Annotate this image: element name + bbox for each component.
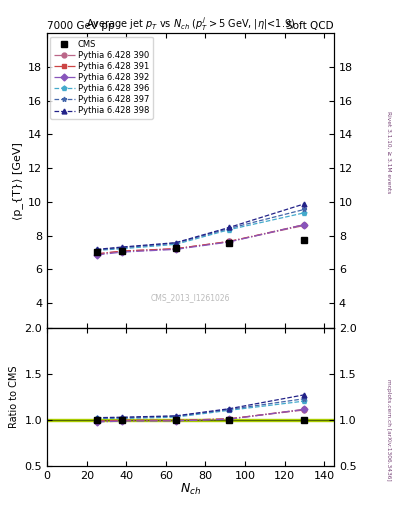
- Line: Pythia 6.428 392: Pythia 6.428 392: [94, 222, 307, 258]
- Pythia 6.428 398: [120, 244, 125, 250]
- Line: Pythia 6.428 396: Pythia 6.428 396: [94, 210, 307, 253]
- Pythia 6.428 392: [173, 246, 178, 252]
- Text: Rivet 3.1.10, ≥ 3.1M events: Rivet 3.1.10, ≥ 3.1M events: [386, 111, 391, 193]
- Pythia 6.428 390: [302, 222, 307, 228]
- Pythia 6.428 391: [227, 239, 231, 245]
- Line: Pythia 6.428 398: Pythia 6.428 398: [94, 201, 307, 252]
- Pythia 6.428 397: [173, 240, 178, 246]
- Pythia 6.428 396: [94, 247, 99, 253]
- Bar: [47, 419, 334, 421]
- Y-axis label: Ratio to CMS: Ratio to CMS: [9, 366, 19, 429]
- Pythia 6.428 396: [302, 210, 307, 216]
- Pythia 6.428 392: [120, 249, 125, 255]
- Legend: CMS, Pythia 6.428 390, Pythia 6.428 391, Pythia 6.428 392, Pythia 6.428 396, Pyt: CMS, Pythia 6.428 390, Pythia 6.428 391,…: [50, 37, 153, 119]
- Pythia 6.428 392: [227, 239, 231, 245]
- Pythia 6.428 390: [94, 251, 99, 257]
- Pythia 6.428 396: [173, 241, 178, 247]
- Pythia 6.428 392: [94, 252, 99, 258]
- Pythia 6.428 398: [302, 201, 307, 207]
- Pythia 6.428 391: [302, 222, 307, 228]
- Pythia 6.428 396: [120, 246, 125, 252]
- X-axis label: $N_{ch}$: $N_{ch}$: [180, 482, 201, 497]
- Text: 7000 GeV pp: 7000 GeV pp: [47, 20, 115, 31]
- Pythia 6.428 396: [227, 227, 231, 233]
- Y-axis label: ⟨p_{T}⟩ [GeV]: ⟨p_{T}⟩ [GeV]: [12, 142, 23, 220]
- Text: Soft QCD: Soft QCD: [286, 20, 334, 31]
- Pythia 6.428 392: [302, 222, 307, 228]
- Line: Pythia 6.428 390: Pythia 6.428 390: [94, 223, 307, 256]
- Pythia 6.428 391: [94, 251, 99, 257]
- Pythia 6.428 397: [302, 206, 307, 212]
- Pythia 6.428 398: [173, 240, 178, 246]
- Line: Pythia 6.428 391: Pythia 6.428 391: [94, 222, 307, 257]
- Pythia 6.428 397: [120, 245, 125, 251]
- Pythia 6.428 398: [94, 246, 99, 252]
- Pythia 6.428 397: [94, 247, 99, 253]
- Title: Average jet $p_T$ vs $N_{ch}$ ($p_T^j$$>$5 GeV, |$\eta$|<1.9): Average jet $p_T$ vs $N_{ch}$ ($p_T^j$$>…: [86, 15, 295, 33]
- Pythia 6.428 391: [120, 248, 125, 254]
- Pythia 6.428 390: [173, 246, 178, 252]
- Line: Pythia 6.428 397: Pythia 6.428 397: [94, 207, 307, 252]
- Text: CMS_2013_I1261026: CMS_2013_I1261026: [151, 293, 230, 302]
- Pythia 6.428 390: [227, 239, 231, 245]
- Pythia 6.428 390: [120, 248, 125, 254]
- Pythia 6.428 398: [227, 224, 231, 230]
- Pythia 6.428 397: [227, 225, 231, 231]
- Text: mcplots.cern.ch [arXiv:1306.3436]: mcplots.cern.ch [arXiv:1306.3436]: [386, 379, 391, 481]
- Pythia 6.428 391: [173, 246, 178, 252]
